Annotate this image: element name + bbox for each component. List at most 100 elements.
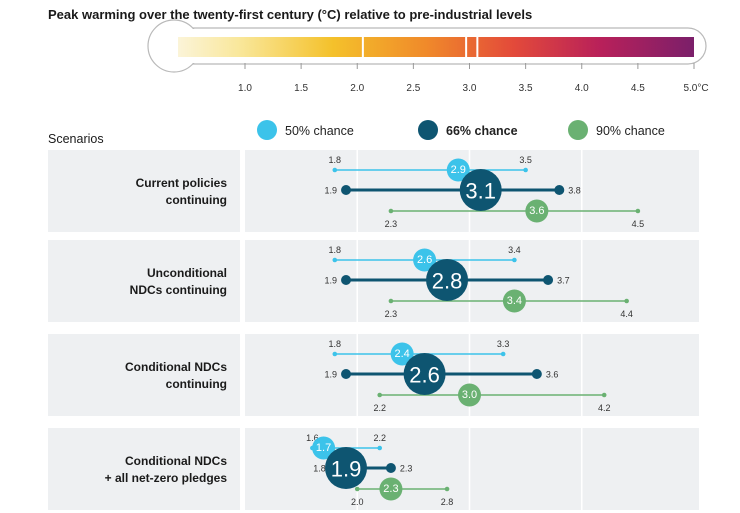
central-value-66: 3.1 xyxy=(465,179,496,204)
low-label-50: 1.8 xyxy=(329,245,342,255)
low-label-90: 2.2 xyxy=(373,403,386,413)
range-end-66 xyxy=(341,369,352,379)
central-value-90: 3.6 xyxy=(529,205,544,217)
range-end-66 xyxy=(554,185,565,195)
scenario-label-box xyxy=(48,240,240,322)
range-end-90 xyxy=(377,392,383,398)
central-value-66: 1.9 xyxy=(331,457,362,482)
high-label-90: 4.5 xyxy=(632,219,645,229)
scenarios-header: Scenarios xyxy=(48,132,104,146)
central-dot-50 xyxy=(446,158,470,182)
range-end-66 xyxy=(543,275,554,285)
central-dot-90 xyxy=(458,383,481,407)
scenario-panel: Conditional NDCs continuing 1.8 3.3 2.2 4.2 1.… xyxy=(48,334,699,416)
scenario-label: continuing xyxy=(166,193,227,207)
high-label-66: 3.6 xyxy=(546,370,559,380)
high-label-50: 2.2 xyxy=(373,433,386,443)
low-label-90: 2.0 xyxy=(351,497,364,507)
range-end-90 xyxy=(635,208,641,214)
scenario-label: + all net-zero pledges xyxy=(105,471,228,485)
central-value-50: 2.4 xyxy=(395,348,410,360)
high-label-90: 4.4 xyxy=(620,309,633,319)
range-end-50 xyxy=(500,351,506,357)
range-end-50 xyxy=(332,257,338,263)
scenario-label: Unconditional xyxy=(147,266,227,280)
high-label-90: 2.8 xyxy=(441,497,454,507)
scenario-label: Conditional NDCs xyxy=(125,360,227,374)
legend-dot xyxy=(568,120,588,140)
tick-label-end: 5.0°C xyxy=(683,83,708,94)
range-end-66 xyxy=(341,185,352,195)
central-value-66: 2.6 xyxy=(409,363,440,388)
legend-label: 66% chance xyxy=(446,124,518,138)
central-dot-66 xyxy=(426,259,469,301)
range-end-50 xyxy=(512,257,517,263)
central-value-90: 3.0 xyxy=(462,389,477,401)
central-value-90: 2.3 xyxy=(383,483,398,495)
tick-label: 4.0 xyxy=(575,83,589,94)
range-end-90 xyxy=(388,208,394,214)
central-value-50: 2.9 xyxy=(451,164,466,176)
scenario-label: NDCs continuing xyxy=(130,283,227,297)
low-label-90: 2.3 xyxy=(385,219,398,229)
high-label-90: 4.2 xyxy=(598,403,611,413)
range-end-66 xyxy=(531,369,542,379)
legend: Scenarios 50% chance 66% chance 90% chance xyxy=(48,120,665,146)
low-label-90: 2.3 xyxy=(385,309,398,319)
central-dot-66 xyxy=(459,169,502,211)
low-label-66: 1.9 xyxy=(325,370,338,380)
low-label-50: 1.8 xyxy=(329,339,342,349)
thermometer-scale: 1.0 1.5 2.0 2.5 3.0 3.5 4.0 4.5 5.0°C xyxy=(147,19,709,94)
high-label-66: 3.7 xyxy=(557,276,570,286)
range-end-90 xyxy=(444,486,450,492)
high-label-50: 3.4 xyxy=(508,245,521,255)
high-label-66: 3.8 xyxy=(568,186,581,196)
scenario-panels: Current policies continuing 1.8 3.5 2.3 4.5 1.… xyxy=(48,150,699,510)
tick-label: 1.5 xyxy=(294,83,308,94)
page-title: Peak warming over the twenty-first centu… xyxy=(48,7,533,22)
range-end-66 xyxy=(385,463,396,473)
tick-label: 3.0 xyxy=(463,83,477,94)
scenario-label-box xyxy=(48,428,240,510)
central-value-50: 2.6 xyxy=(417,254,432,266)
scenario-panel: Current policies continuing 1.8 3.5 2.3 4.5 1.… xyxy=(48,150,699,232)
central-value-66: 2.8 xyxy=(432,269,463,294)
tick-label: 4.5 xyxy=(631,83,645,94)
range-end-90 xyxy=(624,298,629,304)
range-end-50 xyxy=(332,351,338,357)
high-label-66: 2.3 xyxy=(400,464,413,474)
legend-label: 50% chance xyxy=(285,124,354,138)
legend-dot xyxy=(418,120,438,140)
scenario-panel: Unconditional NDCs continuing 1.8 3.4 2.3 4.4… xyxy=(48,240,699,322)
high-label-50: 3.5 xyxy=(519,155,532,165)
thermometer-fill xyxy=(178,37,694,57)
range-end-90 xyxy=(388,298,394,304)
low-label-50: 1.6 xyxy=(306,433,319,443)
central-dot-66 xyxy=(325,447,368,489)
scenario-label: continuing xyxy=(166,377,227,391)
scenario-label-box xyxy=(48,150,240,232)
scenario-label: Current policies xyxy=(136,176,228,190)
central-value-50: 1.7 xyxy=(316,442,331,454)
central-dot-50 xyxy=(312,436,336,460)
legend-dot xyxy=(257,120,277,140)
central-dot-66 xyxy=(403,353,446,395)
range-end-90 xyxy=(354,486,360,492)
high-label-50: 3.3 xyxy=(497,339,510,349)
low-label-66: 1.9 xyxy=(325,186,338,196)
scenario-label-box xyxy=(48,334,240,416)
central-dot-50 xyxy=(413,248,437,272)
central-value-90: 3.4 xyxy=(507,295,522,307)
low-label-66: 1.8 xyxy=(313,464,326,474)
tick-label: 1.0 xyxy=(238,83,252,94)
central-dot-50 xyxy=(390,342,414,366)
central-dot-90 xyxy=(525,199,549,223)
scenario-label: Conditional NDCs xyxy=(125,454,227,468)
tick-label: 3.5 xyxy=(519,83,533,94)
thermometer-marker xyxy=(361,37,364,57)
central-dot-90 xyxy=(379,477,403,501)
range-end-90 xyxy=(601,392,607,398)
thermometer-marker xyxy=(476,37,479,57)
tick-label: 2.5 xyxy=(406,83,420,94)
